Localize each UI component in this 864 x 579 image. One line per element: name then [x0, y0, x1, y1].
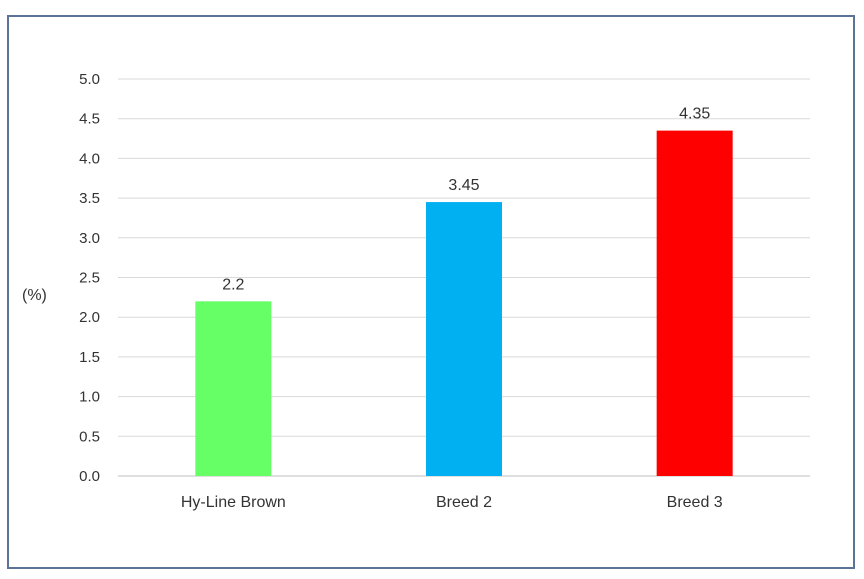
bars: 2.2 3.45 4.35 — [195, 106, 733, 477]
x-category-label: Hy-Line Brown — [181, 494, 286, 511]
y-tick-label: 2.0 — [79, 309, 100, 326]
y-tick-label: 0.5 — [79, 428, 100, 445]
y-tick-label: 1.5 — [79, 349, 100, 366]
y-tick-label: 5.0 — [79, 71, 100, 88]
bar-value-label: 3.45 — [448, 177, 479, 194]
bar — [195, 301, 272, 476]
y-tick-label: 2.5 — [79, 270, 100, 287]
bar-value-label: 4.35 — [679, 106, 710, 123]
y-tick-label: 0.0 — [79, 468, 100, 485]
y-axis-ticks: 0.0 0.5 1.0 1.5 2.0 2.5 3.0 3.5 4.0 4.5 5.0 — [79, 71, 100, 485]
x-axis-categories: Hy-Line Brown Breed 2 Breed 3 — [181, 494, 723, 511]
y-axis-label: (%) — [22, 287, 47, 304]
bar — [426, 202, 502, 476]
x-category-label: Breed 2 — [436, 494, 492, 511]
y-tick-label: 3.0 — [79, 230, 100, 247]
x-category-label: Breed 3 — [667, 494, 723, 511]
y-tick-label: 4.0 — [79, 150, 100, 167]
bar-value-label: 2.2 — [222, 276, 244, 293]
y-tick-label: 3.5 — [79, 190, 100, 207]
y-tick-label: 1.0 — [79, 389, 100, 406]
bar — [656, 130, 733, 477]
y-tick-label: 4.5 — [79, 111, 100, 128]
